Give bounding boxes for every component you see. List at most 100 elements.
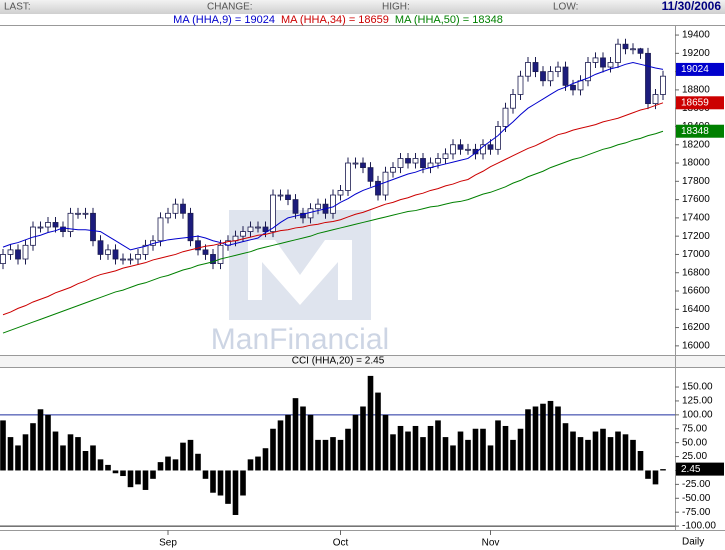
candle-body — [472, 148, 479, 155]
candle-body — [382, 171, 389, 196]
candle-body — [37, 226, 44, 229]
cci-bar — [330, 437, 336, 471]
cci-bar — [292, 398, 299, 471]
candle-body — [120, 258, 126, 261]
y-tick-label: 16800 — [682, 267, 710, 278]
value-tag-bg — [676, 62, 724, 76]
candle-body — [540, 71, 546, 82]
cci-bar — [232, 470, 239, 515]
cci-bar — [375, 392, 381, 471]
y-tick-label: 25.00 — [682, 451, 707, 462]
candle-body — [292, 199, 299, 214]
candle-body — [202, 249, 209, 255]
value-tag-bg — [676, 124, 724, 138]
ma-line — [2, 102, 664, 316]
cci-bar — [90, 445, 96, 471]
cci-bar — [517, 428, 524, 471]
y-tick-label: -75.00 — [682, 507, 711, 518]
x-tick-label: Oct — [333, 538, 349, 549]
candle-body — [645, 52, 651, 105]
candle-body — [75, 212, 81, 215]
cci-bar — [577, 437, 584, 471]
cci-bar — [652, 470, 659, 485]
cci-bar — [405, 431, 411, 471]
cci-bar — [555, 406, 561, 471]
cci-bar — [45, 414, 51, 471]
candle-body — [622, 43, 629, 50]
candle-body — [360, 162, 366, 169]
cci-bar — [142, 470, 149, 490]
cci-bar — [180, 442, 186, 471]
cci-bar — [420, 437, 426, 471]
candle-body — [45, 222, 51, 228]
y-tick-label: -100.00 — [682, 521, 716, 532]
cci-bar — [427, 425, 434, 471]
candle-body — [450, 144, 456, 155]
cci-bar — [510, 439, 516, 471]
y-tick-label: 19200 — [682, 48, 710, 59]
candle-body — [15, 249, 21, 260]
y-tick-label: 50.00 — [682, 437, 707, 448]
candle-body — [180, 203, 186, 214]
cci-bar — [112, 470, 119, 474]
cci-bar — [15, 445, 21, 471]
separator — [0, 355, 725, 367]
candle-body — [517, 75, 524, 95]
candle-body — [412, 158, 419, 164]
y-tick-label: 17000 — [682, 249, 710, 260]
ma-line — [2, 61, 664, 251]
y-tick-label: 17200 — [682, 231, 710, 242]
y-tick-label: -25.00 — [682, 479, 711, 490]
value-tag: 19024 — [681, 64, 709, 75]
candle-body — [90, 212, 96, 242]
y-tick-label: 16000 — [682, 340, 710, 351]
candle-body — [105, 249, 111, 255]
candle-body — [255, 226, 261, 229]
candle-body — [555, 66, 561, 73]
candle-body — [442, 153, 449, 159]
candle-body — [277, 194, 284, 197]
y-tick-label: 18200 — [682, 139, 710, 150]
cci-bar — [352, 414, 359, 471]
candle-body — [157, 217, 164, 242]
cci-bar — [345, 428, 351, 471]
cci-bar — [502, 425, 509, 471]
cci-bar — [480, 428, 486, 471]
value-tag-bg — [676, 96, 724, 110]
y-tick-label: -50.00 — [682, 493, 711, 504]
candle-body — [435, 158, 441, 164]
cci-bar — [52, 431, 59, 471]
y-tick-label: 17600 — [682, 194, 710, 205]
cci-bar — [465, 439, 471, 471]
cci-bar — [165, 456, 171, 471]
cci-bar — [60, 445, 66, 471]
cci-bar — [307, 414, 314, 471]
period-label: Daily — [682, 537, 704, 548]
candle-body — [247, 226, 254, 232]
candle-body — [0, 254, 6, 264]
candle-body — [457, 144, 464, 150]
cci-bar — [622, 434, 629, 471]
candle-body — [195, 240, 201, 251]
cci-bar — [322, 439, 329, 471]
y-tick-label: 17400 — [682, 213, 710, 224]
candle-body — [285, 194, 291, 200]
header-change: CHANGE: — [207, 2, 253, 13]
cci-bar — [240, 470, 246, 496]
candle-body — [7, 249, 14, 255]
candle-body — [495, 126, 501, 150]
cci-bar — [367, 375, 374, 471]
cci-bar — [285, 414, 291, 471]
legend-entry: MA (HHA,50) = 18348 — [395, 14, 503, 26]
ma-line — [2, 130, 664, 334]
candle-body — [532, 62, 539, 73]
cci-bar — [7, 437, 14, 471]
header-bar — [0, 0, 725, 14]
legend-entry: MA (HHA,34) = 18659 — [281, 14, 389, 26]
value-tag: 2.45 — [681, 464, 701, 475]
y-tick-label: 17800 — [682, 176, 710, 187]
cci-bar — [315, 439, 321, 471]
candle-body — [187, 212, 194, 242]
candle-body — [375, 180, 381, 196]
y-tick-label: 18000 — [682, 158, 710, 169]
